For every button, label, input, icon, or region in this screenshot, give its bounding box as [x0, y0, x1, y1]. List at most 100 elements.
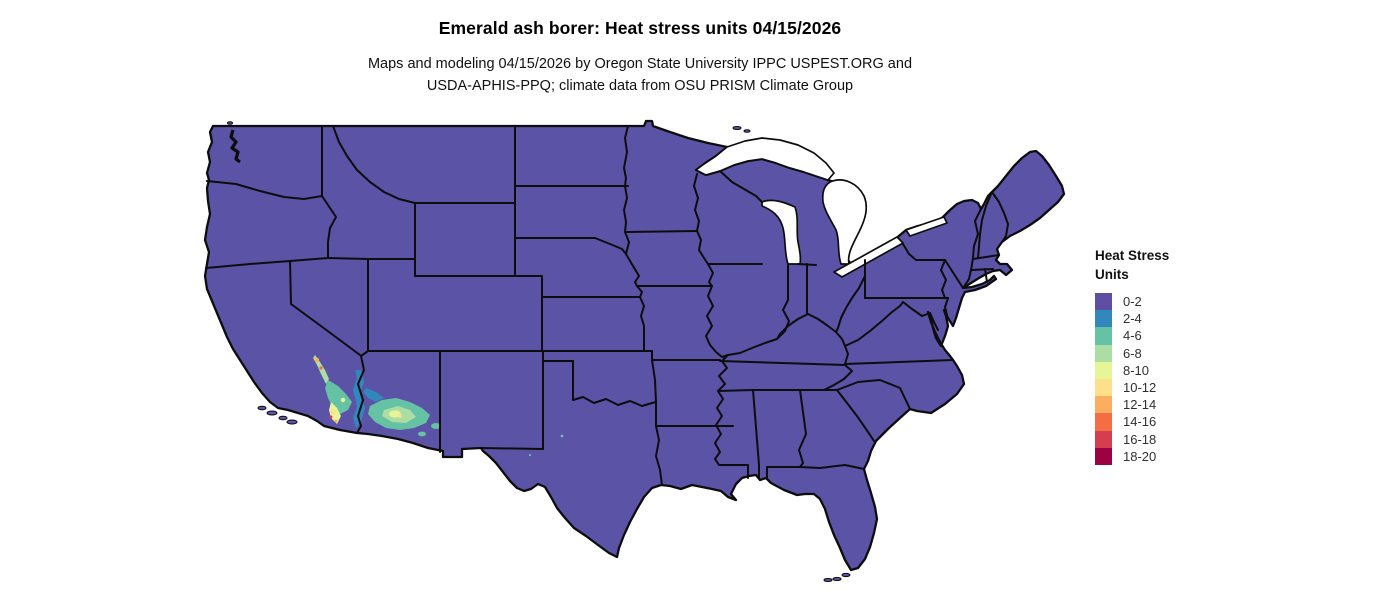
us-map-outline — [203, 119, 1066, 572]
border-ks-mo — [639, 296, 645, 352]
border-ne-ks — [514, 275, 641, 298]
border-nd-mn — [623, 125, 629, 187]
border-ma-north — [972, 254, 1000, 260]
border-sd-ne — [514, 237, 627, 255]
legend-item: 16-18 — [1095, 430, 1225, 448]
legend-item-label: 16-18 — [1123, 431, 1157, 447]
legend-item-label: 4-6 — [1123, 328, 1142, 344]
lake-erie — [833, 236, 904, 278]
border-mississippi-river-lower — [714, 354, 749, 479]
border-potomac — [902, 301, 939, 331]
lake-michigan — [761, 199, 802, 265]
attribution-subtitle: Maps and modeling 04/15/2026 by Oregon S… — [160, 53, 1120, 97]
border-ny-nj — [944, 259, 964, 289]
border-ky-tn — [719, 360, 846, 366]
subtitle-line-1: Maps and modeling 04/15/2026 by Oregon S… — [367, 56, 913, 72]
channel-island — [266, 410, 278, 416]
legend-item: 8-10 — [1095, 361, 1225, 379]
border-ohio-river — [727, 275, 866, 356]
border-ky-va — [844, 345, 849, 365]
border-ca-nv — [289, 260, 361, 356]
border-ga-sc — [836, 389, 875, 442]
border-ne-mo — [636, 285, 643, 298]
border-id-mt — [332, 125, 416, 204]
border-35th-parallel — [717, 389, 838, 392]
coastal-details — [227, 121, 851, 582]
legend-item-label: 6-8 — [1123, 345, 1142, 361]
puget-sound — [229, 129, 241, 164]
border-nc-sc — [836, 379, 911, 410]
legend-swatch — [1095, 378, 1112, 397]
border-ms-al — [752, 389, 760, 479]
legend-item-label: 10-12 — [1123, 380, 1157, 396]
legend-swatch — [1095, 361, 1112, 379]
border-tn-nc — [823, 364, 853, 391]
border-va-nc — [844, 359, 954, 365]
state-borders — [205, 125, 1009, 486]
legend-items: 0-2 2-4 4-6 6-8 8-10 10-12 12-14 14-16 1… — [1095, 293, 1225, 465]
legend-item: 10-12 — [1095, 378, 1225, 397]
legend-item: 14-16 — [1095, 413, 1225, 431]
legend-item-label: 8-10 — [1123, 362, 1150, 378]
border-mi-south — [797, 263, 817, 266]
lake-ontario — [905, 216, 948, 237]
florida-keys — [841, 572, 851, 578]
border-nh-me — [991, 191, 1009, 243]
legend-item: 12-14 — [1095, 396, 1225, 414]
border-ok-ar — [651, 350, 657, 403]
florida-keys — [832, 577, 842, 581]
border-ia-missouri-river — [624, 231, 640, 287]
legend-swatch — [1095, 396, 1112, 414]
border-ky-wv — [835, 331, 846, 347]
florida-keys — [823, 578, 833, 582]
border-sd-mn — [623, 185, 628, 233]
border-il-in — [777, 263, 790, 339]
legend-item-label: 12-14 — [1123, 397, 1157, 413]
legend-item-label: 0-2 — [1123, 294, 1142, 310]
border-wv-va — [844, 301, 904, 347]
border-pa-ny — [902, 243, 946, 261]
legend: Heat Stress Units 0-2 2-4 4-6 6-8 8-10 1… — [1095, 246, 1225, 465]
border-tx-la — [655, 425, 663, 486]
border-az-west — [356, 350, 369, 434]
legend-swatch — [1095, 430, 1112, 448]
legend-title-line-2: Units — [1095, 267, 1129, 282]
legend-item-label: 2-4 — [1123, 311, 1142, 327]
heat-stress-hotspot — [313, 355, 564, 457]
border-ny-vt-ct — [962, 208, 982, 289]
border-or-id — [321, 195, 337, 259]
legend-item-label: 18-20 — [1123, 448, 1157, 464]
legend-swatch — [1095, 293, 1112, 311]
channel-island — [278, 415, 288, 421]
chart-header: Emerald ash borer: Heat stress units 04/… — [160, 18, 1120, 97]
border-id-south — [327, 257, 416, 260]
border-pa-nj — [940, 259, 947, 299]
border-vt-nh — [977, 191, 993, 259]
border-wa-or — [206, 180, 323, 200]
legend-swatch — [1095, 344, 1112, 362]
border-ma-ct-ri — [970, 268, 994, 271]
border-md-de — [944, 297, 949, 316]
channel-island — [286, 419, 298, 425]
border-fl-north — [766, 464, 865, 480]
page-title: Emerald ash borer: Heat stress units 04/… — [438, 18, 842, 38]
legend-item: 18-20 — [1095, 447, 1225, 465]
border-wi-mi — [719, 170, 763, 203]
legend-item: 6-8 — [1095, 344, 1225, 362]
lake-huron — [821, 179, 868, 265]
isle-royale — [732, 126, 742, 130]
border-al-ga — [798, 389, 807, 468]
legend-title: Heat Stress Units — [1095, 246, 1225, 284]
legend-item: 4-6 — [1095, 327, 1225, 345]
isle-royale — [743, 129, 751, 133]
border-mn-ia — [624, 230, 698, 233]
legend-item-label: 14-16 — [1123, 414, 1157, 430]
border-ct-ri — [984, 268, 988, 283]
lake-superior — [695, 137, 835, 181]
legend-swatch — [1095, 447, 1112, 465]
channel-island — [257, 405, 267, 411]
us-heat-stress-map — [200, 118, 1080, 593]
border-or-south — [205, 257, 329, 269]
legend-swatch — [1095, 413, 1112, 431]
